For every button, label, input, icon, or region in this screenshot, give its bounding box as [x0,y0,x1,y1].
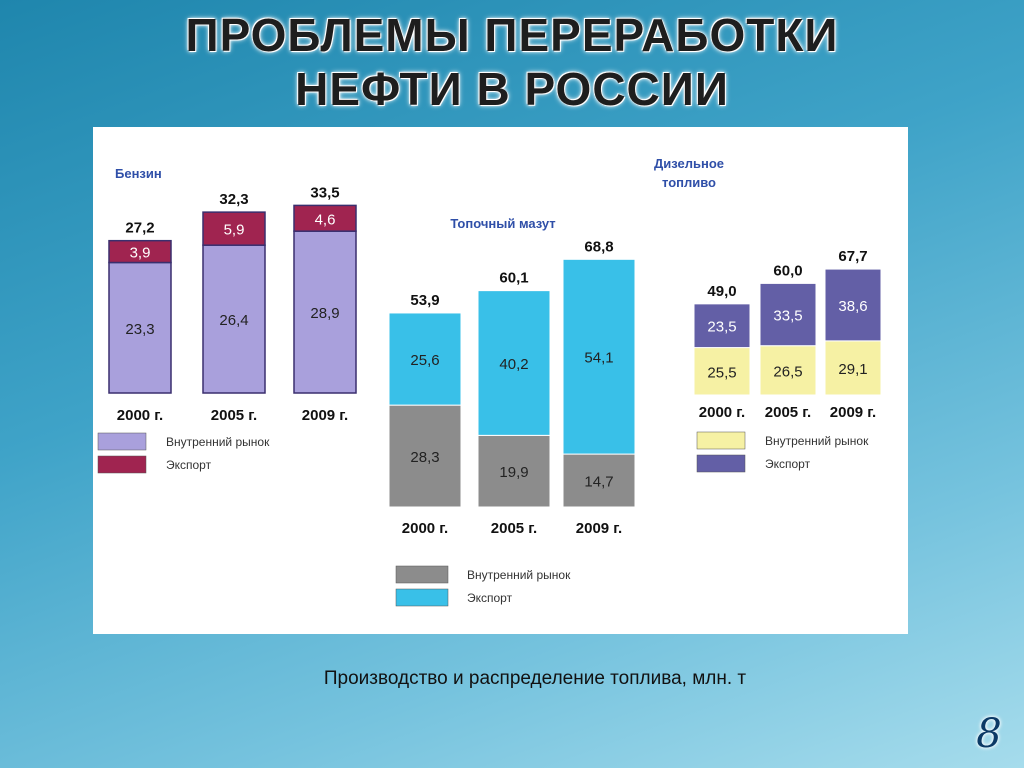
chart-1-legend-swatch-2 [97,455,147,474]
chart-3-legend-label-1: Внутренний рынок [765,434,869,448]
chart-3-legend-swatch-2 [696,454,746,473]
fuel-charts: Бензин 23,3 3,9 27,2 2000 г. 26,4 5,9 32,3 2005 … [97,156,882,607]
chart-1-value-label-внутренний-рынок-3: 28,9 [310,305,339,322]
chart-3-bar-экспорт-3 [824,268,882,342]
chart-panel: Бензин 23,3 3,9 27,2 2000 г. 26,4 5,9 32,3 2005 … [93,127,908,634]
chart-3-total-label-3: 67,7 [838,248,867,265]
chart-2-category-label-3: 2009 г. [576,520,622,537]
chart-2-bar-внутренний-рынок-1 [388,404,462,508]
chart-2-value-label-экспорт-3: 54,1 [584,350,613,367]
chart-2-total-label-1: 53,9 [410,292,439,309]
chart-2-bar-экспорт-2 [477,290,551,436]
chart-1-total-label-3: 33,5 [310,184,339,201]
chart-1-value-label-внутренний-рынок-1: 23,3 [125,321,154,338]
chart-3-category-label-1: 2000 г. [699,404,745,421]
chart-3-bar-экспорт-2 [759,282,817,347]
chart-2-title: Топочный мазут [450,216,555,231]
chart-3-title: Дизельное топливо [654,156,724,190]
chart-1-bar-внутренний-рынок-1 [108,261,172,394]
chart-2-legend-swatch-2 [395,588,449,607]
chart-2-legend-swatch-1 [395,565,449,584]
chart-3-bar-внутренний-рынок-1 [693,347,751,396]
chart-3-value-label-внутренний-рынок-3: 29,1 [838,361,867,378]
chart-2-value-label-экспорт-1: 25,6 [410,352,439,369]
chart-1-bar-экспорт-1 [108,239,172,264]
chart-1-bar-экспорт-3 [293,204,357,232]
chart-3-value-label-экспорт-2: 33,5 [773,308,802,325]
chart-3-total-label-1: 49,0 [707,283,736,300]
chart-3-bar-внутренний-рынок-2 [759,345,817,396]
chart-2-value-label-внутренний-рынок-2: 19,9 [499,464,528,481]
chart-1-value-label-экспорт-1: 3,9 [130,245,151,262]
slide-number: 8 [976,711,1002,757]
slide-title: ПРОБЛЕМЫ ПЕРЕРАБОТКИ НЕФТИ В РОССИИ [0,8,1024,116]
chart-3-value-label-внутренний-рынок-1: 25,5 [707,364,736,381]
chart-2-bar-внутренний-рынок-2 [477,434,551,508]
slide-title-line-1: ПРОБЛЕМЫ ПЕРЕРАБОТКИ [185,9,839,61]
chart-2-legend-label-1: Внутренний рынок [467,568,571,582]
chart-3-total-label-2: 60,0 [773,262,802,279]
chart-1-total-label-1: 27,2 [125,220,154,237]
chart-1-category-label-2: 2005 г. [211,407,257,424]
chart-1-total-label-2: 32,3 [219,191,248,208]
chart-2-value-label-внутренний-рынок-3: 14,7 [584,474,613,491]
chart-2-total-label-2: 60,1 [499,270,528,287]
chart-3-value-label-экспорт-1: 23,5 [707,319,736,336]
chart-1-legend-label-2: Экспорт [166,458,212,472]
chart-2-legend-label-2: Экспорт [467,591,513,605]
chart-3-bar-внутренний-рынок-3 [824,340,882,396]
chart-2-category-label-2: 2005 г. [491,520,537,537]
chart-1-value-label-внутренний-рынок-2: 26,4 [219,312,248,329]
chart-1-title: Бензин [115,166,162,181]
chart-2-bar-экспорт-3 [562,258,636,455]
chart-1-legend-swatch-1 [97,432,147,451]
chart-2-bar-экспорт-1 [388,312,462,406]
chart-2-category-label-1: 2000 г. [402,520,448,537]
chart-3-category-label-3: 2009 г. [830,404,876,421]
chart-1-bar-внутренний-рынок-3 [293,230,357,394]
chart-1-bar-экспорт-2 [202,211,266,246]
chart-1-category-label-3: 2009 г. [302,407,348,424]
chart-3-bar-экспорт-1 [693,303,751,349]
chart-3-value-label-экспорт-3: 38,6 [838,298,867,315]
chart-1-value-label-экспорт-3: 4,6 [315,211,336,228]
chart-2-value-label-внутренний-рынок-1: 28,3 [410,449,439,466]
chart-3-legend-label-2: Экспорт [765,457,811,471]
chart-caption: Производство и распределение топлива, мл… [323,668,747,689]
chart-1-legend-label-1: Внутренний рынок [166,435,270,449]
chart-3-legend-swatch-1 [696,431,746,450]
chart-1-value-label-экспорт-2: 5,9 [224,222,245,239]
chart-1-category-label-1: 2000 г. [117,407,163,424]
chart-3-category-label-2: 2005 г. [765,404,811,421]
chart-2-total-label-3: 68,8 [584,238,613,255]
chart-2-value-label-экспорт-2: 40,2 [499,356,528,373]
chart-3-value-label-внутренний-рынок-2: 26,5 [773,363,802,380]
slide-title-line-2: НЕФТИ В РОССИИ [295,63,729,115]
